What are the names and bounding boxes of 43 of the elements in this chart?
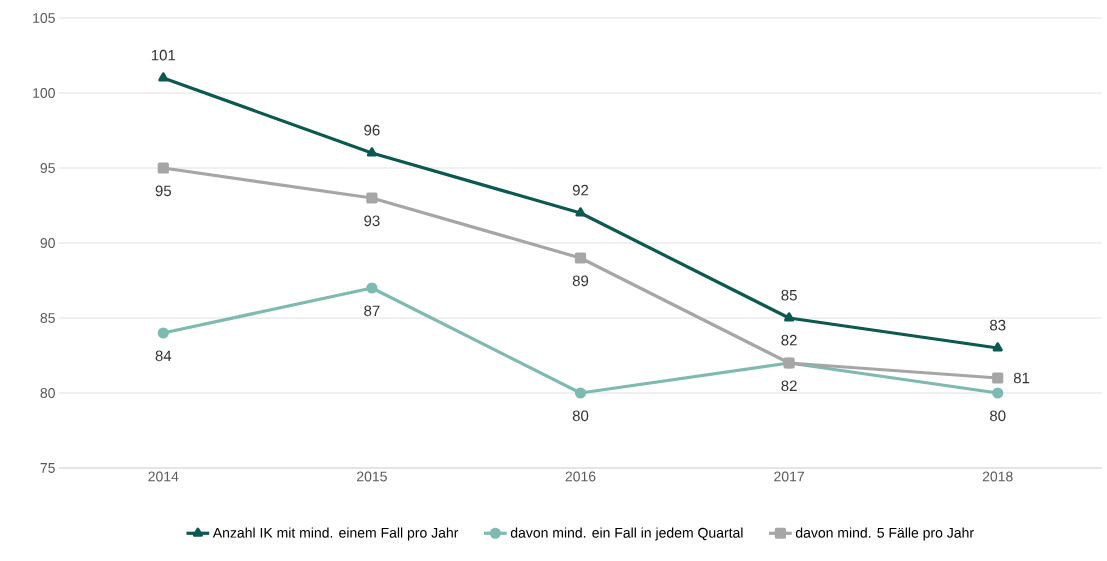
data-label: 80 (990, 410, 1006, 422)
point (992, 372, 1004, 384)
y-tick-label: 100 (33, 88, 55, 98)
data-label: 81 (1013, 372, 1030, 384)
y-tick-label: 85 (40, 313, 55, 323)
point (575, 207, 586, 217)
data-label: 95 (155, 185, 172, 197)
data-label: 96 (364, 124, 380, 136)
data-label: 85 (781, 289, 797, 301)
y-tick-label: 80 (40, 388, 55, 398)
point (366, 192, 378, 204)
x-tick-label: 2016 (565, 471, 596, 482)
x-tick-label: 2017 (774, 471, 804, 482)
point (992, 387, 1004, 399)
point (992, 342, 1003, 352)
x-tick-label: 2018 (982, 471, 1013, 482)
point (158, 72, 169, 82)
point (157, 162, 169, 174)
data-label: 92 (572, 184, 589, 196)
y-tick-label: 75 (40, 463, 55, 473)
data-label: 89 (572, 275, 589, 287)
data-label: 101 (151, 49, 176, 61)
point (574, 252, 587, 264)
data-label: 82 (781, 380, 797, 392)
legend-label: davon mind. 5 Fälle pro Jahr (795, 527, 974, 541)
x-tick-label: 2015 (357, 471, 387, 482)
point (366, 282, 378, 294)
legend-label: davon mind. ein Fall in jedem Quartal (510, 527, 743, 541)
y-tick-label: 105 (33, 13, 55, 23)
y-tick-label: 95 (40, 163, 55, 173)
point (157, 327, 169, 339)
point (784, 312, 795, 322)
data-label: 83 (990, 319, 1006, 331)
data-label: 80 (572, 410, 589, 422)
data-label: 82 (781, 334, 797, 346)
data-label: 84 (155, 350, 172, 362)
legend-label: Anzahl IK mit mind. einem Fall pro Jahr (212, 527, 459, 541)
point (574, 387, 587, 399)
data-label: 87 (364, 305, 380, 317)
point (366, 147, 377, 157)
data-label: 93 (364, 215, 380, 227)
y-tick-label: 90 (40, 238, 55, 248)
x-tick-label: 2014 (148, 471, 179, 482)
